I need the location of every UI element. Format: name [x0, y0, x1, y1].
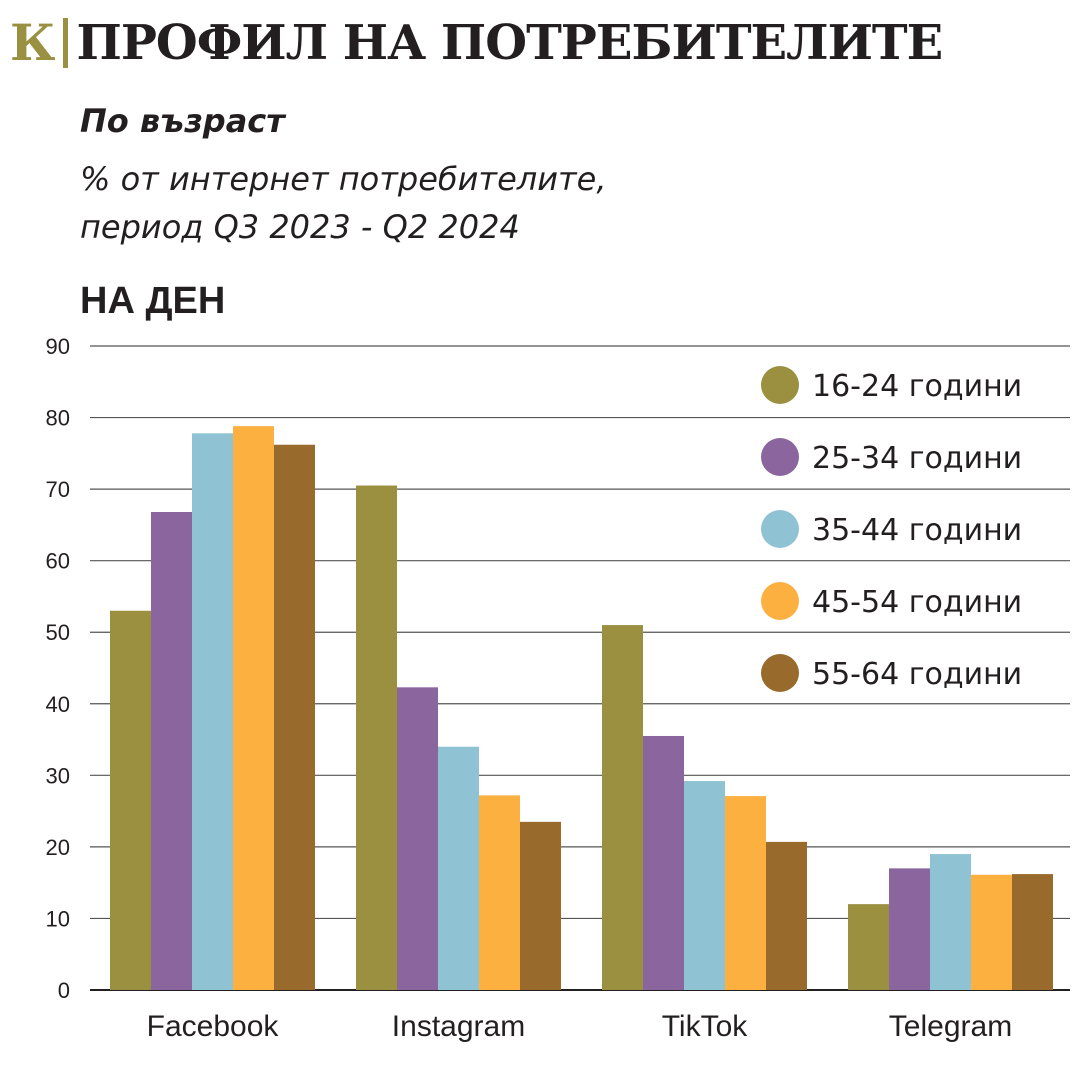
- description-line-2: период Q3 2023 - Q2 2024: [80, 208, 520, 246]
- x-category-label: Telegram: [889, 1010, 1012, 1043]
- bar: [397, 687, 438, 990]
- header: К ПРОФИЛ НА ПОТРЕБИТЕЛИТЕ: [10, 13, 943, 72]
- bar: [233, 426, 274, 990]
- bar: [889, 868, 930, 990]
- bar: [356, 485, 397, 990]
- bar: [151, 512, 192, 990]
- x-category-label: Instagram: [392, 1010, 525, 1043]
- y-tick-label: 10: [46, 906, 70, 931]
- legend-marker: [761, 582, 799, 620]
- legend-marker: [761, 510, 799, 548]
- bar: [971, 874, 1012, 990]
- chart-description: % от интернет потребителите, период Q3 2…: [80, 155, 607, 251]
- chart-subtitle: По възраст: [80, 102, 285, 140]
- legend-label: 25-34 години: [812, 441, 1022, 476]
- page-title: ПРОФИЛ НА ПОТРЕБИТЕЛИТЕ: [76, 15, 943, 71]
- bar: [725, 796, 766, 990]
- bar: [766, 841, 807, 990]
- bar: [438, 746, 479, 990]
- y-tick-label: 60: [46, 549, 70, 574]
- y-tick-label: 0: [58, 978, 70, 1003]
- x-category-label: TikTok: [662, 1010, 749, 1043]
- legend-marker: [761, 366, 799, 404]
- y-tick-label: 90: [46, 334, 70, 359]
- bar: [520, 821, 561, 990]
- y-tick-label: 80: [46, 406, 70, 431]
- bar: [602, 625, 643, 990]
- bar: [684, 781, 725, 990]
- legend-label: 55-64 години: [812, 657, 1022, 692]
- legend-label: 35-44 години: [812, 513, 1022, 548]
- y-tick-label: 20: [46, 835, 70, 860]
- bar: [479, 795, 520, 990]
- x-category-label: Facebook: [147, 1010, 280, 1043]
- bar: [274, 444, 315, 990]
- legend-label: 16-24 години: [812, 369, 1022, 404]
- legend-marker: [761, 438, 799, 476]
- bar: [110, 610, 151, 990]
- description-line-1: % от интернет потребителите,: [80, 160, 607, 198]
- bar: [930, 854, 971, 990]
- y-tick-label: 40: [46, 692, 70, 717]
- bar: [1012, 874, 1053, 990]
- period-label: НА ДЕН: [80, 280, 226, 322]
- legend-label: 45-54 години: [812, 585, 1022, 620]
- brand-logo: К: [10, 13, 56, 72]
- bar: [643, 735, 684, 990]
- legend-marker: [761, 654, 799, 692]
- bar: [848, 904, 889, 990]
- bar: [192, 433, 233, 990]
- brand-divider: [63, 18, 69, 68]
- y-tick-label: 30: [46, 763, 70, 788]
- y-tick-label: 50: [46, 620, 70, 645]
- y-tick-label: 70: [46, 477, 70, 502]
